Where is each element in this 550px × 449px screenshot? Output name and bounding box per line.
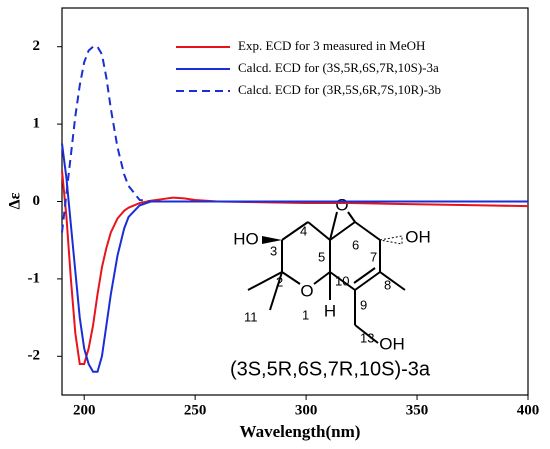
- legend-label: Exp. ECD for 3 measured in MeOH: [238, 38, 425, 53]
- atom-number: 1: [302, 307, 309, 322]
- series-line: [61, 45, 528, 233]
- atom-number: 13: [360, 330, 374, 345]
- x-tick-label: 200: [73, 402, 96, 418]
- y-tick-label: 2: [33, 38, 41, 54]
- y-axis-label: Δε: [7, 192, 24, 209]
- y-tick-label: -2: [28, 348, 41, 364]
- atom-label: OH: [405, 227, 431, 246]
- atom-label: H: [324, 301, 336, 320]
- x-tick-label: 300: [295, 402, 318, 418]
- legend-label: Calcd. ECD for (3S,5R,6S,7R,10S)-3a: [238, 60, 439, 75]
- atom-number: 7: [370, 249, 377, 264]
- atom-number: 10: [335, 273, 349, 288]
- atom-number: 6: [352, 237, 359, 252]
- y-tick-label: 1: [33, 116, 41, 132]
- y-tick-label: 0: [33, 193, 41, 209]
- atom-label: O: [335, 195, 348, 214]
- atom-number: 9: [360, 297, 367, 312]
- series-line: [61, 170, 529, 366]
- atom-label: OH: [379, 334, 405, 353]
- atom-label: O: [300, 281, 313, 300]
- atom-label: HO: [233, 229, 259, 248]
- x-tick-label: 400: [517, 402, 540, 418]
- atom-number: 11: [244, 309, 258, 324]
- x-tick-label: 350: [406, 402, 429, 418]
- x-axis-label: Wavelength(nm): [240, 422, 361, 441]
- structure: HO OH O O H OH 3 4 5 6 7 2 10 8 9 1 11 1…: [230, 195, 431, 380]
- legend-label: Calcd. ECD for (3R,5S,6R,7S,10R)-3b: [238, 82, 441, 97]
- atom-number: 3: [270, 243, 277, 258]
- atom-number: 8: [384, 277, 391, 292]
- atom-number: 4: [300, 223, 307, 238]
- series-line: [61, 143, 528, 373]
- atom-number: 2: [276, 274, 283, 289]
- atom-number: 5: [318, 249, 325, 264]
- structure-caption: (3S,5R,6S,7R,10S)-3a: [230, 358, 431, 380]
- y-tick-label: -1: [28, 270, 41, 286]
- x-tick-label: 250: [184, 402, 207, 418]
